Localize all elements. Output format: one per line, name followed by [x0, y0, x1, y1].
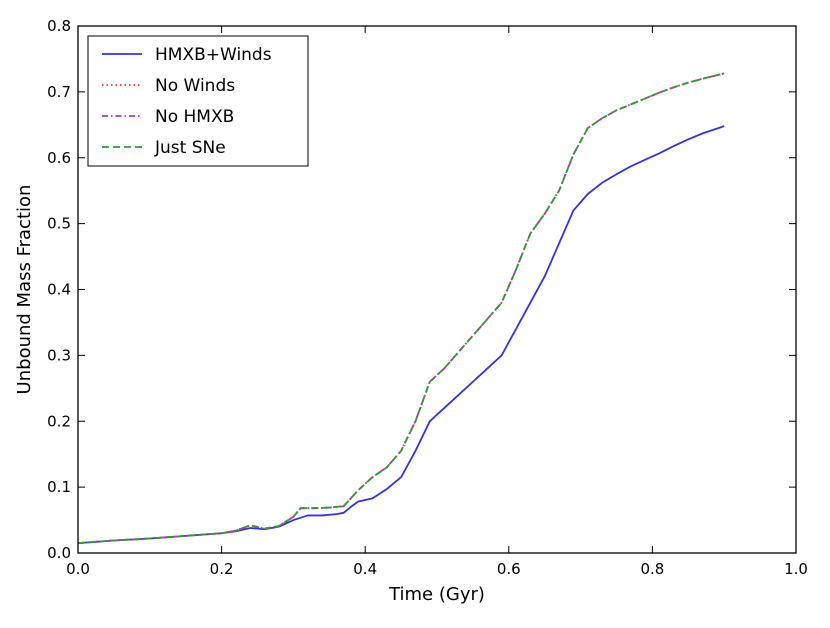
series-line-1 — [77, 125, 725, 545]
y-tick-label: 0.5 — [47, 215, 71, 233]
y-tick-label: 0.1 — [47, 478, 71, 496]
y-tick-label: 0.8 — [47, 17, 71, 35]
legend-label-1: HMXB+Winds — [155, 45, 272, 65]
x-tick-label: 1.0 — [784, 560, 808, 578]
y-axis-title: Unbound Mass Fraction — [14, 185, 35, 395]
x-axis-title: Time (Gyr) — [388, 584, 485, 605]
legend-label-2: No Winds — [155, 76, 235, 96]
x-tick-label: 0.4 — [353, 560, 377, 578]
y-tick-label: 0.3 — [47, 346, 71, 364]
legend: HMXB+Winds No Winds No HMXB Just SNe — [87, 35, 309, 167]
ticks-layer: 0.0 0.2 0.4 0.6 0.8 1.0 0.0 0.1 0.2 0.3 0.4 0.5 0.6 0… — [47, 17, 808, 578]
legend-label-4: Just SNe — [154, 138, 226, 158]
y-tick-label: 0.4 — [47, 281, 71, 299]
legend-items: HMXB+Winds No Winds No HMXB Just SNe — [102, 45, 272, 158]
x-tick-label: 0.8 — [640, 560, 664, 578]
y-tick-label: 0.6 — [47, 149, 71, 167]
series-line-4 — [77, 72, 725, 545]
series-layer — [77, 72, 725, 545]
x-tick-label: 0.6 — [497, 560, 521, 578]
y-tick-label: 0.0 — [47, 544, 71, 562]
legend-box — [87, 35, 309, 167]
x-tick-label: 0.2 — [210, 560, 234, 578]
x-tick-label: 0.0 — [66, 560, 90, 578]
y-tick-label: 0.2 — [47, 412, 71, 430]
legend-label-3: No HMXB — [155, 107, 234, 127]
y-tick-label: 0.7 — [47, 83, 71, 101]
